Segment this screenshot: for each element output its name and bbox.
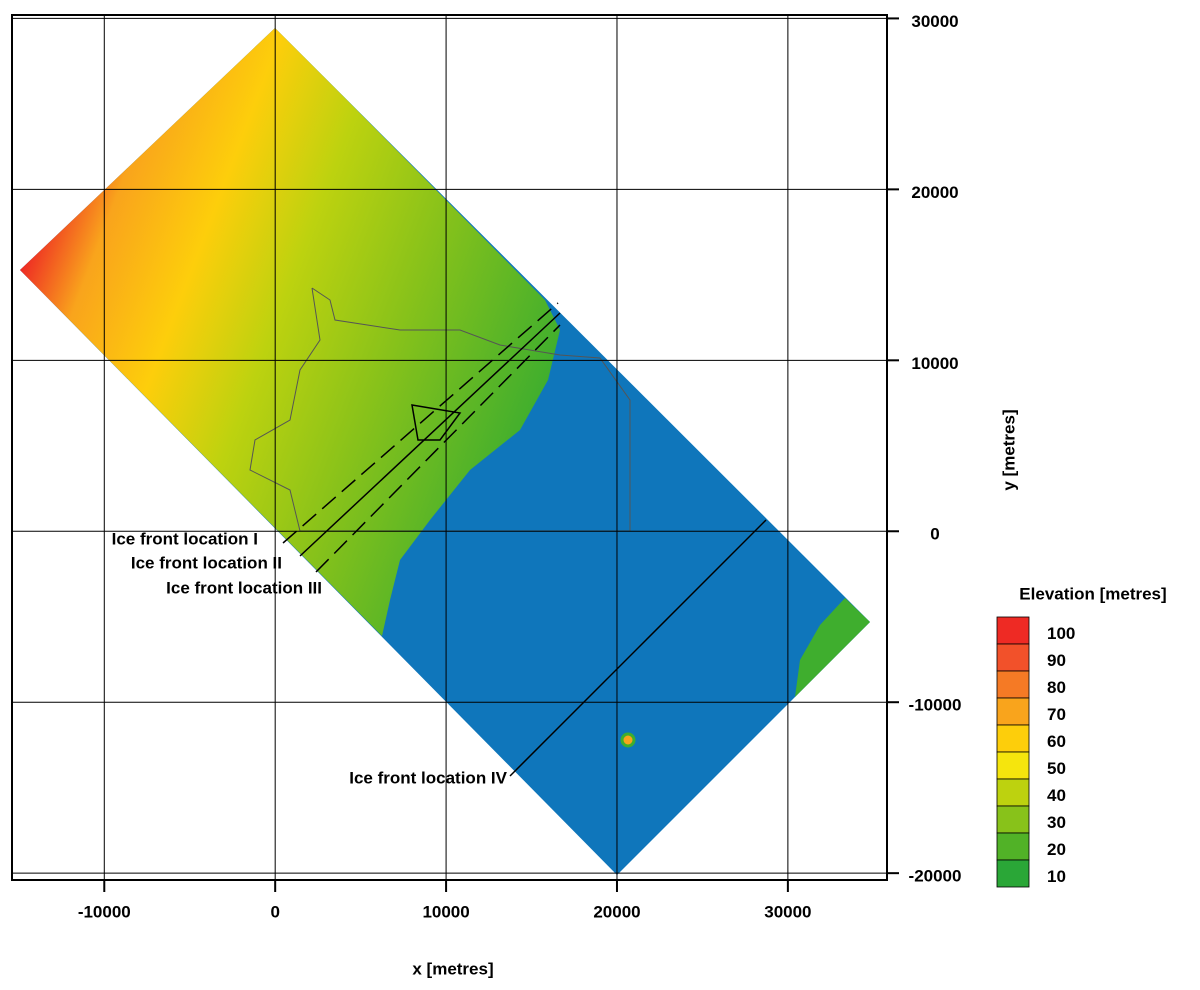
legend-swatch [997,644,1029,671]
legend-label: 20 [1047,840,1066,859]
annotation: Ice front location I [112,529,258,548]
x-tick-label: 10000 [422,902,469,921]
legend-swatch [997,725,1029,752]
x-tick-label: 20000 [593,902,640,921]
legend-title: Elevation [metres] [1019,584,1166,603]
legend-label: 80 [1047,678,1066,697]
x-tick-label: 30000 [764,902,811,921]
legend-label: 100 [1047,624,1075,643]
x-tick-label: -10000 [78,902,131,921]
legend-swatch [997,860,1029,887]
terrain [20,28,870,875]
legend-label: 50 [1047,759,1066,778]
legend-swatch [997,671,1029,698]
legend-swatch [997,752,1029,779]
legend-swatch [997,698,1029,725]
x-axis-label: x [metres] [412,959,493,978]
legend-label: 10 [1047,867,1066,886]
annotation: Ice front location II [131,553,282,572]
legend-swatch [997,617,1029,644]
legend-label: 40 [1047,786,1066,805]
x-tick-label: 0 [270,902,279,921]
legend-swatch [997,806,1029,833]
legend-label: 60 [1047,732,1066,751]
y-axis-label: y [metres] [999,409,1018,490]
annotation: Ice front location IV [349,768,507,787]
y-tick-label: 0 [930,525,939,544]
legend-label: 90 [1047,651,1066,670]
y-tick-label: -10000 [909,696,962,715]
y-tick-label: 30000 [911,12,958,31]
legend-label: 30 [1047,813,1066,832]
y-tick-label: -20000 [909,867,962,886]
y-tick-label: 20000 [911,183,958,202]
legend-swatch [997,833,1029,860]
island [622,734,634,746]
legend-swatch [997,779,1029,806]
chart: Ice front location I Ice front location … [0,0,1200,985]
y-tick-label: 10000 [911,354,958,373]
annotation: Ice front location III [166,578,322,597]
legend-label: 70 [1047,705,1066,724]
